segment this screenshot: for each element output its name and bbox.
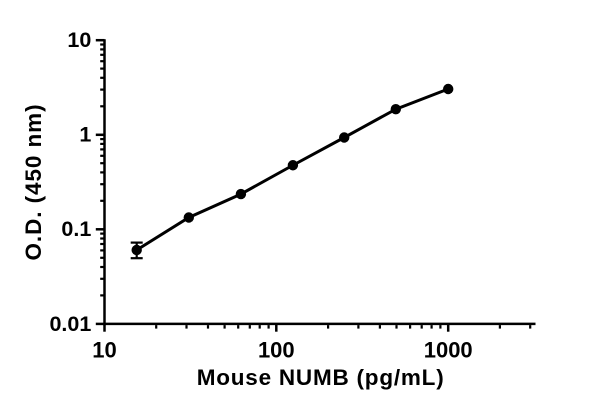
svg-text:100: 100 <box>258 337 295 362</box>
svg-text:Mouse NUMB (pg/mL): Mouse NUMB (pg/mL) <box>197 365 445 390</box>
svg-text:1: 1 <box>79 123 91 147</box>
svg-text:10: 10 <box>92 337 116 362</box>
svg-text:0.01: 0.01 <box>49 312 91 336</box>
svg-text:O.D. (450 nm): O.D. (450 nm) <box>21 104 46 261</box>
svg-text:1000: 1000 <box>424 337 473 362</box>
svg-text:0.1: 0.1 <box>61 217 91 241</box>
svg-text:10: 10 <box>67 28 91 52</box>
